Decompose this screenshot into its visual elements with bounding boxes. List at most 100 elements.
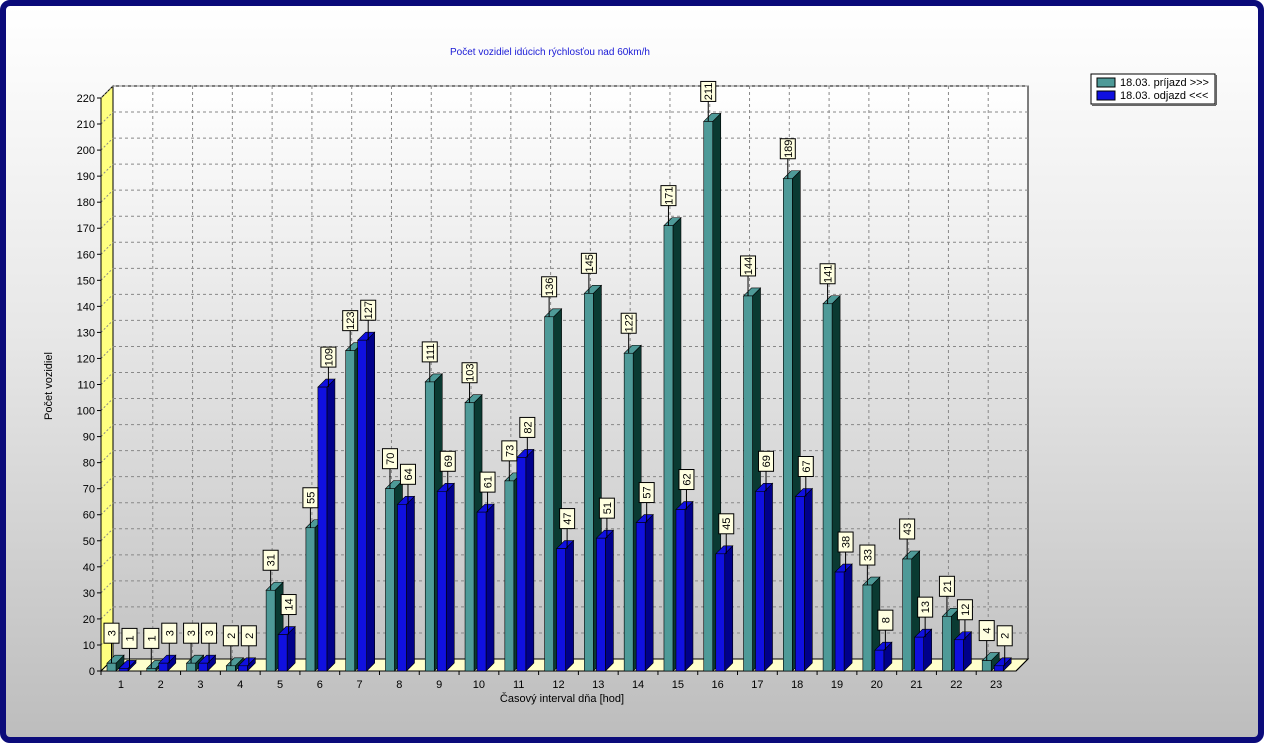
bar-front [317,386,328,672]
bar-front [226,665,236,672]
bar-front [544,316,554,672]
y-tick-label: 150 [77,275,95,287]
y-tick-label: 40 [83,562,95,574]
grid-line-wall [100,606,114,620]
bar-front [385,488,395,672]
data-label: 12 [960,604,972,616]
y-tick-label: 190 [77,171,95,183]
data-label-box [956,599,973,621]
data-label: 1 [146,635,158,641]
data-label-box [638,482,655,504]
data-label: 109 [323,348,335,366]
x-tick-label: 3 [197,679,203,691]
data-label: 21 [942,580,954,592]
data-label-departure: 2 [996,625,1013,666]
x-tick-label: 15 [672,679,684,691]
data-label: 1 [125,635,137,641]
data-label-departure: 57 [638,482,655,523]
data-label-box [978,620,995,642]
data-label-departure: 69 [758,450,775,492]
chart-title: Počet vozidiel idúcich rýchlosťou nad 60… [450,47,650,58]
bar-front [556,548,566,672]
grid-line-wall [100,528,114,542]
data-label-arrival: 145 [580,252,597,294]
data-label-box [161,622,178,644]
data-label-box [758,450,775,472]
bar-departure [913,628,933,672]
bar-front [715,553,726,672]
data-label-box [779,138,796,160]
grid-line-wall [100,189,114,203]
bar-front [158,662,169,672]
data-label-departure: 1 [121,627,138,669]
grid-line-wall [100,163,114,177]
y-tick-label: 120 [77,353,95,365]
data-label-departure: 12 [956,599,973,640]
bar-departure [754,482,774,672]
data-label: 4 [982,628,994,634]
bar-front [504,480,515,672]
data-label: 3 [186,630,198,636]
legend-swatch-arrival [1096,77,1116,88]
bar-front [186,662,196,672]
bar-front [675,509,686,672]
bar-front [476,511,487,672]
bar-front [914,636,924,672]
data-label-box [660,185,677,207]
y-tick-label: 20 [83,614,95,626]
data-label: 145 [584,254,596,272]
data-label-box [121,627,138,649]
bar-front [795,496,805,672]
legend-swatch-departure [1096,90,1116,101]
data-label-arrival: 55 [302,487,319,528]
x-tick-label: 16 [712,679,724,691]
bar-front [596,537,606,672]
data-label: 3 [204,630,216,636]
bar-front [424,381,435,672]
data-label-departure: 47 [559,508,576,549]
floor-edge [1015,658,1029,672]
x-tick-label: 7 [357,679,363,691]
data-label: 13 [920,601,932,613]
bar-departure [953,631,973,672]
data-label-departure: 3 [161,622,178,664]
grid-line-wall [100,346,114,359]
bar-front [834,571,845,672]
data-label: 111 [425,344,437,361]
y-tick-label: 140 [77,301,95,313]
data-label: 103 [465,364,477,382]
bar-front [862,584,873,672]
data-label-box [541,276,558,298]
bar-side [485,503,495,672]
data-label: 171 [663,186,675,204]
y-tick-label: 110 [77,380,95,392]
data-label-box [399,463,416,485]
legend-label-departure: 18.03. odjazd <<< [1120,90,1208,102]
data-label: 2 [244,633,256,639]
y-tick-label: 60 [83,510,95,522]
grid-line-wall [100,476,114,490]
y-tick-label: 10 [83,640,95,652]
data-label: 73 [504,445,516,457]
data-label-box [240,625,257,647]
x-tick-label: 19 [831,679,843,691]
data-label: 51 [602,502,614,514]
y-tick-label: 80 [83,458,95,470]
data-label-box [996,625,1013,647]
x-tick-label: 9 [436,679,442,691]
data-label-arrival: 1 [143,627,160,669]
y-tick-label: 90 [83,432,95,444]
grid-line-wall [100,137,114,151]
data-label-box [877,609,894,631]
x-tick-label: 14 [632,679,644,691]
data-label-arrival: 111 [421,341,438,382]
data-label-arrival: 4 [978,620,995,661]
bar-front [106,662,117,672]
bar-front [942,616,952,672]
bar-departure [794,487,814,672]
y-tick-label: 160 [77,249,95,261]
bar-side [406,495,415,672]
grid-line-wall [100,111,114,125]
data-label: 2 [226,633,238,639]
